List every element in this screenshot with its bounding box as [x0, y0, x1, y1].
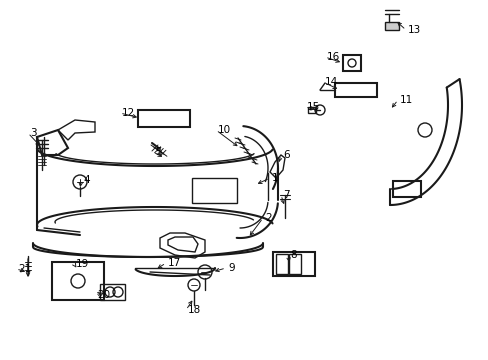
Text: 4: 4 — [83, 175, 89, 185]
Text: 9: 9 — [227, 263, 234, 273]
Text: 21: 21 — [18, 264, 31, 274]
Text: 10: 10 — [218, 125, 231, 135]
Text: 11: 11 — [399, 95, 412, 105]
Text: 6: 6 — [283, 150, 289, 160]
Text: 7: 7 — [283, 190, 289, 200]
Text: 18: 18 — [187, 305, 201, 315]
Bar — [342, 55, 360, 71]
Bar — [275, 254, 287, 274]
Bar — [52, 262, 104, 300]
Text: 13: 13 — [407, 25, 420, 35]
Text: 17: 17 — [168, 258, 181, 268]
Bar — [272, 252, 314, 276]
Text: 19: 19 — [76, 259, 89, 269]
Text: 2: 2 — [264, 213, 271, 223]
Text: 20: 20 — [97, 290, 110, 300]
Text: 14: 14 — [325, 77, 338, 87]
Bar — [384, 22, 398, 30]
Text: 16: 16 — [326, 52, 340, 62]
Bar — [192, 178, 237, 203]
Bar — [392, 181, 420, 197]
Text: 1: 1 — [271, 173, 278, 183]
Text: 15: 15 — [306, 102, 320, 112]
Text: 5: 5 — [155, 147, 162, 157]
Bar — [307, 107, 315, 113]
Text: 3: 3 — [30, 128, 37, 138]
Bar — [334, 83, 376, 97]
Bar — [138, 110, 190, 127]
Text: 12: 12 — [122, 108, 135, 118]
Text: 8: 8 — [289, 250, 296, 260]
Bar — [288, 254, 301, 274]
